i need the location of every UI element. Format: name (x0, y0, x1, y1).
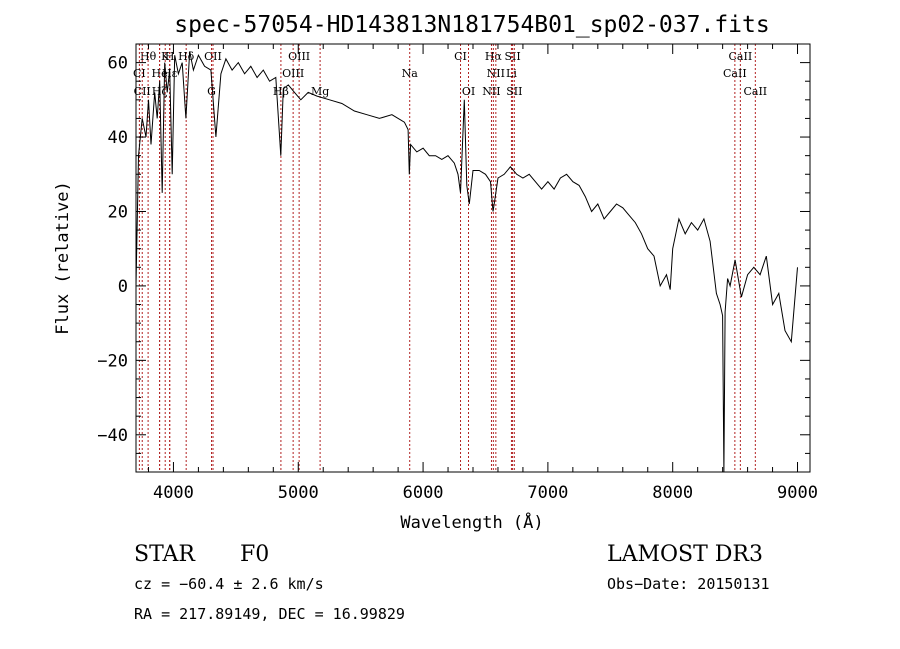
subclass: F0 (240, 542, 269, 567)
y-tick-label: 40 (108, 128, 128, 148)
y-axis-label: Flux (relative) (53, 181, 73, 335)
line-marker-label: CaII (729, 50, 753, 63)
x-tick-label: 4000 (153, 483, 194, 503)
line-marker-label: SII (506, 85, 522, 98)
spectrum-line (135, 51, 798, 473)
x-tick-label: 8000 (652, 483, 693, 503)
y-tick-label: 20 (108, 202, 128, 222)
plot-frame (135, 43, 811, 473)
x-tick-label: 7000 (527, 483, 568, 503)
line-marker-label: OII (204, 50, 222, 63)
survey-name: LAMOST DR3 (607, 542, 763, 567)
line-marker-label: Hα (485, 50, 503, 63)
y-tick-label: −20 (97, 351, 128, 371)
redshift-velocity: cz = −60.4 ± 2.6 km/s (134, 575, 324, 593)
line-marker-label: Hθ (140, 50, 157, 63)
coordinates: RA = 217.89149, DEC = 16.99829 (134, 605, 405, 623)
line-marker-label: Hβ (273, 85, 289, 98)
line-marker-label: CI (454, 50, 467, 63)
line-marker-label: Mg (311, 85, 329, 98)
line-marker-label: NII (482, 85, 500, 98)
y-tick-label: 60 (108, 54, 128, 74)
line-marker-label: Hδ (178, 50, 195, 63)
line-marker-label: OI (462, 85, 475, 98)
obs-date: Obs−Date: 20150131 (607, 575, 770, 593)
line-marker-label: CaII (723, 67, 747, 80)
line-marker-label: SII (504, 50, 520, 63)
axis-ticks: 4000 5000 6000 7000 8000 9000 −40 −20 0 20 40 60 (97, 43, 818, 503)
line-marker-label: OIII (282, 67, 304, 80)
x-tick-label: 5000 (278, 483, 319, 503)
line-marker-label: CI (133, 67, 146, 80)
x-tick-label: 9000 (777, 483, 818, 503)
line-marker-label: G (207, 85, 216, 98)
line-marker-label: CII (134, 85, 151, 98)
y-tick-label: −40 (97, 426, 128, 446)
x-axis-label: Wavelength (Å) (400, 511, 543, 533)
line-marker-label: OIII (288, 50, 310, 63)
line-marker-label: NII (487, 67, 505, 80)
line-marker-label: Li (506, 67, 517, 80)
line-marker-label: K (161, 50, 170, 63)
y-tick-label: 0 (118, 277, 128, 297)
x-tick-label: 6000 (403, 483, 444, 503)
line-marker-label: CaII (743, 85, 767, 98)
object-type: STAR (134, 542, 196, 567)
chart-title: spec-57054-HD143813N181754B01_sp02-037.f… (174, 12, 769, 38)
line-marker-label: Na (402, 67, 419, 80)
